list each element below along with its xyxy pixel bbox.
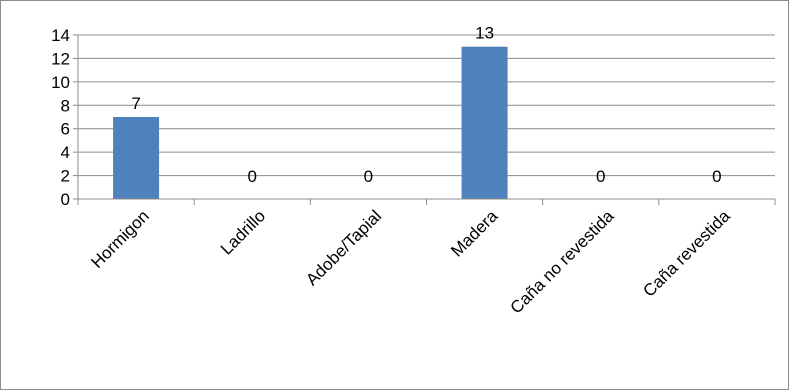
y-tick-label: 14 xyxy=(51,26,70,45)
category-label: Caña no revestida xyxy=(507,206,618,317)
data-label: 0 xyxy=(248,167,257,186)
data-labels: 7 0 0 13 0 0 xyxy=(131,24,721,186)
category-labels: Hormigon Ladrillo Adobe/Tapial Madera Caña n… xyxy=(87,206,734,317)
data-label: 0 xyxy=(364,167,373,186)
data-label: 13 xyxy=(475,24,494,43)
y-tick-label: 4 xyxy=(61,143,70,162)
y-tick-label: 2 xyxy=(61,167,70,186)
y-tick-label: 10 xyxy=(51,73,70,92)
category-label: Hormigon xyxy=(87,206,153,272)
axes xyxy=(73,34,776,205)
category-label: Madera xyxy=(447,206,502,261)
data-label: 7 xyxy=(131,94,140,113)
y-tick-label: 6 xyxy=(61,120,70,139)
gridlines xyxy=(78,34,775,177)
y-tick-label: 8 xyxy=(61,96,70,115)
category-label: Caña revestida xyxy=(639,206,734,301)
category-label: Adobe/Tapial xyxy=(302,206,385,289)
data-label: 0 xyxy=(596,167,605,186)
bar xyxy=(113,117,160,199)
bars xyxy=(113,46,508,199)
data-label: 0 xyxy=(712,167,721,186)
y-tick-labels: 0 2 4 6 8 10 12 14 xyxy=(51,26,70,209)
y-tick-label: 12 xyxy=(51,49,70,68)
y-tick-label: 0 xyxy=(61,190,70,209)
bar xyxy=(461,46,508,199)
category-label: Ladrillo xyxy=(217,206,269,258)
